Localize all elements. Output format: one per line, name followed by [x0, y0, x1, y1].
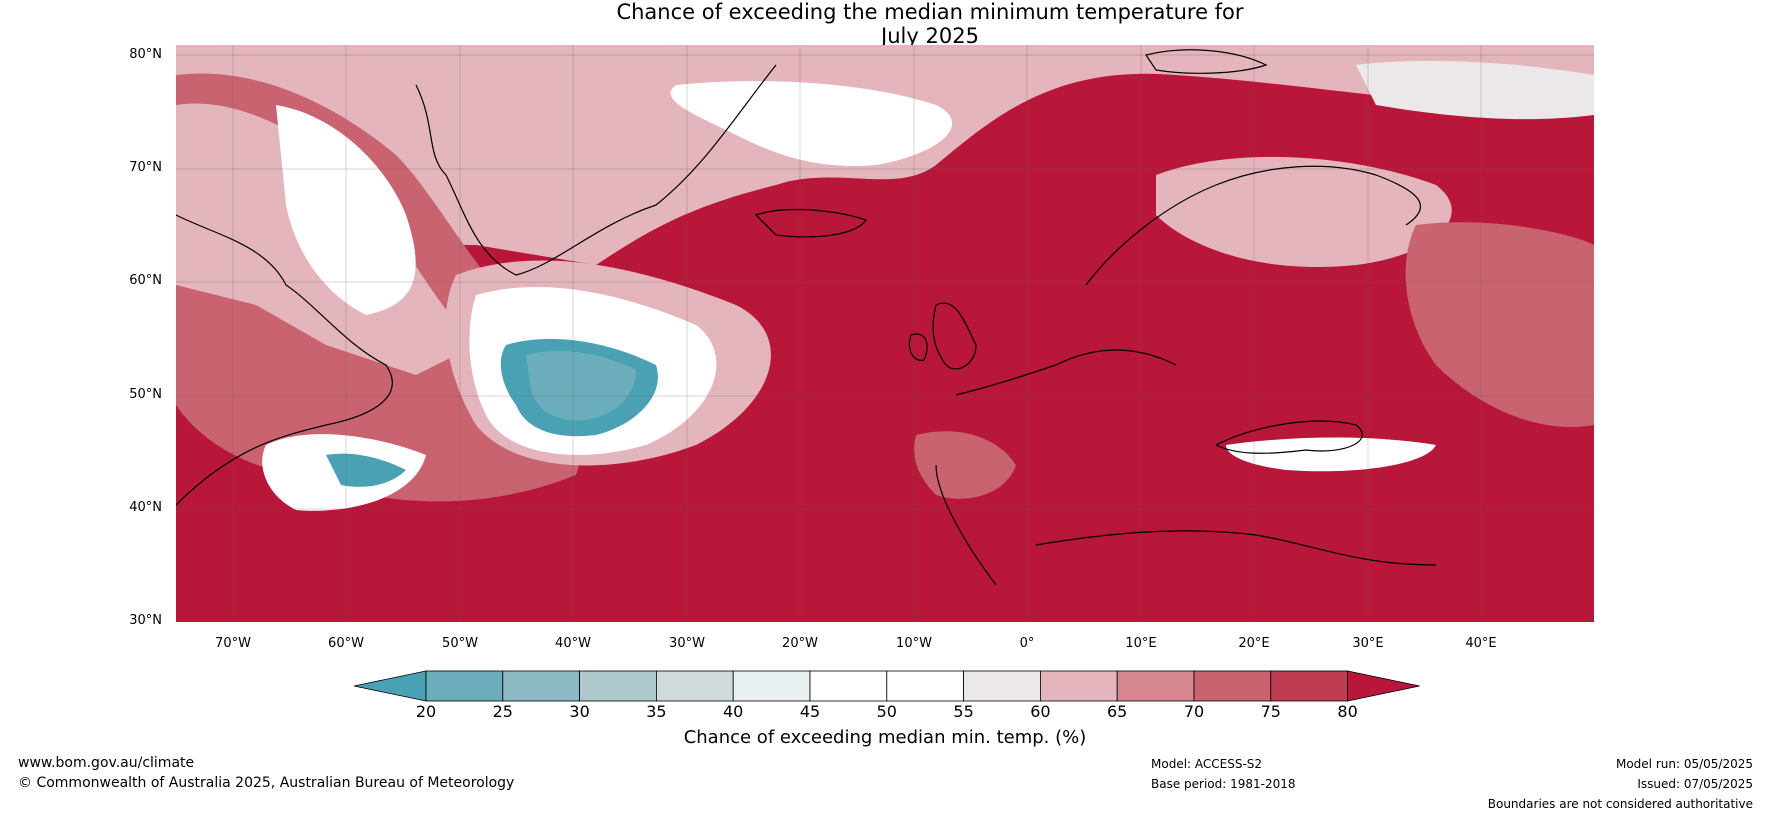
lon-label-60w: 60°W	[328, 636, 364, 651]
colorbar-tick-label: 65	[1107, 702, 1128, 721]
footer-model-run: Model run: 05/05/2025	[1615, 757, 1753, 771]
colorbar	[353, 670, 1420, 702]
footer-copyright: © Commonwealth of Australia 2025, Austra…	[18, 775, 515, 791]
graticule	[176, 45, 1594, 622]
lon-label-20w: 20°W	[782, 636, 818, 651]
colorbar-tick-label: 60	[1030, 702, 1051, 721]
footer-disclaimer: Boundaries are not considered authoritat…	[1487, 797, 1753, 811]
colorbar-segment	[809, 670, 888, 702]
greenland-coast	[415, 64, 777, 276]
colorbar-segment	[579, 670, 657, 702]
lon-label-10e: 10°E	[1125, 636, 1157, 651]
colorbar-segment	[655, 670, 734, 702]
lat-label-70n: 70°N	[129, 160, 162, 175]
colorbar-tick-label: 30	[569, 702, 590, 721]
forecast-map	[176, 45, 1594, 622]
colorbar-tick-label: 40	[723, 702, 744, 721]
arctic-east-white	[1356, 60, 1594, 120]
colorbar-segment	[1040, 670, 1118, 702]
colorbar-segment	[1193, 670, 1272, 702]
colorbar-tick-label: 75	[1260, 702, 1281, 721]
ireland-coast	[908, 333, 928, 361]
map-field	[176, 45, 1594, 622]
lon-label-30e: 30°E	[1352, 636, 1384, 651]
lon-label-30w: 30°W	[669, 636, 705, 651]
lat-label-60n: 60°N	[129, 273, 162, 288]
lat-label-50n: 50°N	[129, 387, 162, 402]
coastlines	[176, 49, 1437, 586]
colorbar-tick-label: 55	[953, 702, 974, 721]
lon-label-70w: 70°W	[215, 636, 251, 651]
colorbar-segment	[963, 670, 1041, 702]
colorbar-tick-label: 25	[492, 702, 513, 721]
black-sea-coast	[1215, 420, 1363, 454]
east-europe-mid	[1405, 222, 1594, 427]
iberia-mid	[914, 431, 1016, 499]
colorbar-segment	[1270, 670, 1348, 702]
colorbar-segment	[502, 670, 581, 702]
colorbar-extend-high	[1347, 670, 1420, 702]
lon-label-10w: 10°W	[896, 636, 932, 651]
north-america-coast	[176, 214, 393, 506]
scandinavia-coast	[1085, 165, 1421, 286]
lon-label-0: 0°	[1019, 636, 1035, 651]
lon-label-40w: 40°W	[555, 636, 591, 651]
title-line-2: July 2025	[881, 24, 979, 48]
lon-label-40e: 40°E	[1465, 636, 1497, 651]
colorbar-tick-label: 20	[415, 702, 437, 721]
footer-issued: Issued: 07/05/2025	[1637, 777, 1753, 791]
central-atlantic-blue-mid	[526, 350, 636, 421]
footer-url: www.bom.gov.au/climate	[18, 755, 195, 771]
footer-base-period: Base period: 1981-2018	[1151, 777, 1296, 791]
colorbar-label: Chance of exceeding median min. temp. (%…	[683, 727, 1087, 748]
colorbar-tick-label: 45	[799, 702, 821, 721]
colorbar-segment	[1116, 670, 1195, 702]
colorbar-segment	[886, 670, 964, 702]
scandinavia-light	[1156, 156, 1452, 267]
lat-label-40n: 40°N	[129, 500, 162, 515]
svalbard-coast	[1145, 49, 1268, 74]
colorbar-segment	[425, 670, 504, 702]
lon-label-20e: 20°E	[1238, 636, 1270, 651]
map-title: Chance of exceeding the median minimum t…	[500, 0, 1360, 48]
lon-label-50w: 50°W	[442, 636, 478, 651]
black-sea-white	[1226, 437, 1436, 472]
arctic-white-band	[670, 81, 953, 166]
lat-label-80n: 80°N	[129, 47, 162, 62]
colorbar-tick-label: 50	[876, 702, 897, 721]
title-line-1: Chance of exceeding the median minimum t…	[616, 0, 1244, 24]
lat-label-30n: 30°N	[129, 613, 162, 628]
colorbar-tick-label: 35	[646, 702, 667, 721]
iceland-coast	[754, 208, 867, 238]
footer-model: Model: ACCESS-S2	[1151, 757, 1263, 771]
europe-coast	[935, 349, 1437, 586]
uk-coast	[932, 302, 977, 370]
colorbar-segment	[732, 670, 811, 702]
colorbar-extend-low	[353, 670, 427, 702]
colorbar-tick-label: 80	[1337, 702, 1358, 721]
colorbar-tick-label: 70	[1183, 702, 1205, 721]
